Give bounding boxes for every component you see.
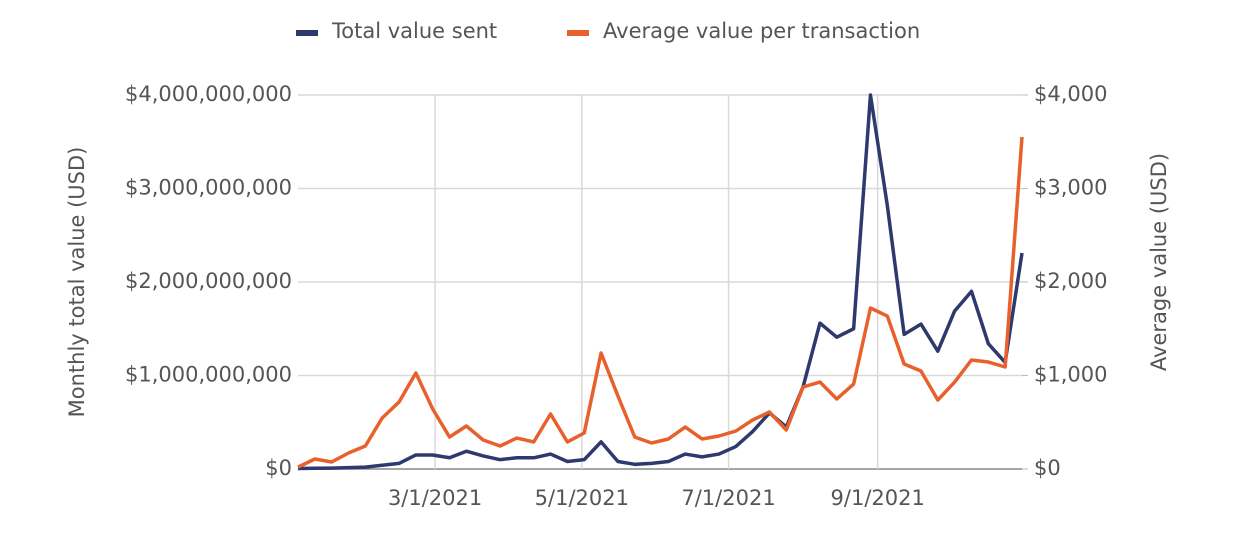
y-tick-label: $2,000,000,000	[125, 269, 292, 293]
y2-tick-label: $2,000	[1034, 269, 1107, 293]
y-tick-label: $3,000,000,000	[125, 176, 292, 200]
y2-axis-title: Average value (USD)	[1147, 153, 1171, 371]
x-tick-label: 5/1/2021	[535, 486, 629, 510]
y-tick-label: $4,000,000,000	[125, 82, 292, 106]
y-axis-title: Monthly total value (USD)	[65, 147, 89, 418]
x-tick-label: 7/1/2021	[681, 486, 775, 510]
legend-label: Total value sent	[331, 19, 497, 43]
y-tick-label: $0	[265, 456, 292, 480]
series-line	[297, 93, 1024, 471]
y2-tick-label: $3,000	[1034, 176, 1107, 200]
legend-label: Average value per transaction	[603, 19, 920, 43]
x-tick-label: 9/1/2021	[831, 486, 925, 510]
y2-tick-label: $0	[1034, 456, 1061, 480]
y2-tick-label: $4,000	[1034, 82, 1107, 106]
x-tick-label: 3/1/2021	[388, 486, 482, 510]
y-tick-label: $1,000,000,000	[125, 363, 292, 387]
series-line	[297, 136, 1024, 469]
y2-tick-label: $1,000	[1034, 363, 1107, 387]
